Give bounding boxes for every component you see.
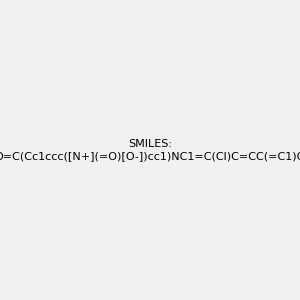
Text: SMILES:
O=C(Cc1ccc([N+](=O)[O-])cc1)NC1=C(Cl)C=CC(=C1)C: SMILES: O=C(Cc1ccc([N+](=O)[O-])cc1)NC1=… bbox=[0, 139, 300, 161]
